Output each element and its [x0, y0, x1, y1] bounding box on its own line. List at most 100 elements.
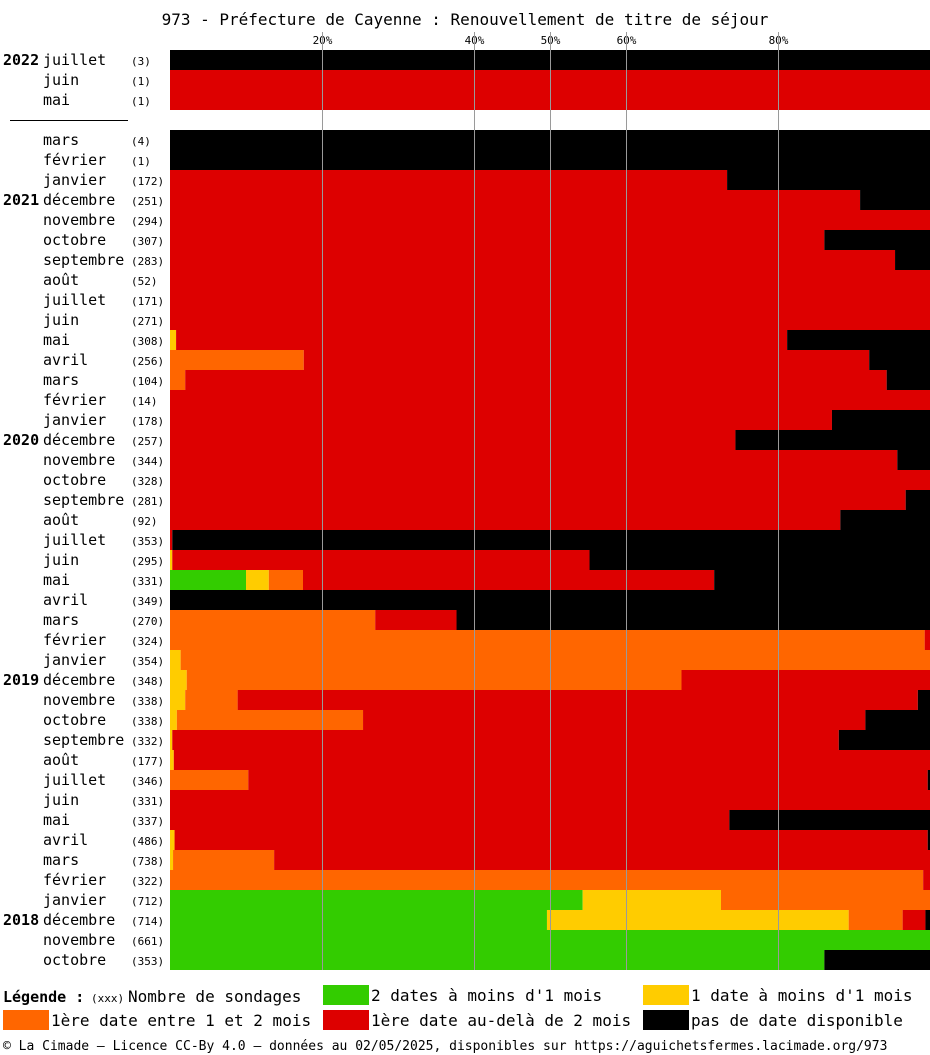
month-label: mai	[43, 331, 70, 349]
year-label: 2019	[3, 671, 39, 689]
bar-segment-green	[170, 890, 583, 910]
bar-segment-orange	[185, 690, 238, 710]
count-label: (714)	[131, 915, 164, 928]
legend-swatch-red	[323, 1010, 369, 1030]
month-label: décembre	[43, 431, 115, 449]
bar-segment-red	[681, 670, 930, 690]
bar-segment-red	[924, 630, 930, 650]
month-label: mars	[43, 611, 79, 629]
bar-segment-black	[927, 830, 930, 850]
bar-segment-red	[170, 490, 906, 510]
count-label: (1)	[131, 95, 151, 108]
year-label: 2022	[3, 51, 39, 69]
bar-segment-red	[170, 170, 728, 190]
month-label: janvier	[43, 651, 106, 669]
count-label: (337)	[131, 815, 164, 828]
count-label: (257)	[131, 435, 164, 448]
month-label: mai	[43, 571, 70, 589]
count-label: (332)	[131, 735, 164, 748]
count-label: (738)	[131, 855, 164, 868]
bar-segment-black	[927, 770, 930, 790]
bar-segment-red	[248, 770, 928, 790]
bar-segment-red	[170, 190, 861, 210]
bar-segment-yellow	[170, 670, 187, 690]
year-label: 2021	[3, 191, 39, 209]
bar-segment-orange	[170, 350, 304, 370]
count-label: (344)	[131, 455, 164, 468]
bar-segment-orange	[170, 770, 249, 790]
month-label: août	[43, 271, 79, 289]
bar-segment-orange	[173, 850, 275, 870]
bar-segment-red	[237, 690, 918, 710]
month-label: novembre	[43, 451, 115, 469]
count-label: (349)	[131, 595, 164, 608]
bar-segment-black	[831, 410, 930, 430]
bar-segment-black	[787, 330, 930, 350]
bar-segment-black	[824, 230, 930, 250]
bar-segment-red	[173, 750, 930, 770]
bar-segment-orange	[170, 870, 924, 890]
bar-segment-black	[886, 370, 930, 390]
bar-segment-black	[860, 190, 930, 210]
bar-segment-black	[727, 170, 930, 190]
count-label: (308)	[131, 335, 164, 348]
count-label: (295)	[131, 555, 164, 568]
count-label: (4)	[131, 135, 151, 148]
legend-swatch-green	[323, 985, 369, 1005]
count-label: (353)	[131, 955, 164, 968]
count-label: (346)	[131, 775, 164, 788]
count-label: (281)	[131, 495, 164, 508]
count-label: (353)	[131, 535, 164, 548]
chart-title: 973 - Préfecture de Cayenne : Renouvelle…	[162, 10, 769, 29]
count-label: (1)	[131, 75, 151, 88]
month-label: décembre	[43, 911, 115, 929]
month-label: mai	[43, 811, 70, 829]
bar-segment-yellow	[170, 730, 173, 750]
legend-swatch-orange	[3, 1010, 49, 1030]
month-label: août	[43, 751, 79, 769]
month-label: mai	[43, 91, 70, 109]
footer-credits: © La Cimade — Licence CC-By 4.0 — donnée…	[3, 1039, 887, 1054]
month-label: décembre	[43, 671, 115, 689]
count-label: (14)	[131, 395, 158, 408]
bar-segment-green	[170, 570, 246, 590]
count-label: (486)	[131, 835, 164, 848]
count-label: (283)	[131, 255, 164, 268]
count-label: (270)	[131, 615, 164, 628]
count-label: (3)	[131, 55, 151, 68]
month-label: octobre	[43, 951, 106, 969]
month-label: février	[43, 391, 106, 409]
bar-segment-red	[303, 350, 870, 370]
bar-segment-black	[735, 430, 930, 450]
month-label: décembre	[43, 191, 115, 209]
month-label: mars	[43, 371, 79, 389]
count-label: (307)	[131, 235, 164, 248]
count-label: (338)	[131, 715, 164, 728]
month-label: octobre	[43, 471, 106, 489]
legend: Légende : (xxx) Nombre de sondages 2 dat…	[3, 985, 913, 1030]
year-label: 2018	[3, 911, 39, 929]
legend-count-code: (xxx)	[91, 992, 124, 1005]
month-label: janvier	[43, 171, 106, 189]
count-label: (256)	[131, 355, 164, 368]
count-label: (338)	[131, 695, 164, 708]
legend-swatch-black	[643, 1010, 689, 1030]
month-label: novembre	[43, 691, 115, 709]
month-label: juillet	[43, 291, 106, 309]
bar-segment-red	[170, 230, 825, 250]
count-label: (178)	[131, 415, 164, 428]
count-label: (348)	[131, 675, 164, 688]
bar-segment-black	[172, 530, 930, 550]
bar-segment-black	[897, 450, 930, 470]
legend-swatch-yellow	[643, 985, 689, 1005]
month-label: mars	[43, 131, 79, 149]
count-label: (324)	[131, 635, 164, 648]
count-label: (331)	[131, 575, 164, 588]
bar-segment-red	[176, 330, 788, 350]
bar-segment-green	[170, 910, 547, 930]
count-label: (331)	[131, 795, 164, 808]
bar-segment-orange	[186, 670, 682, 690]
month-label: octobre	[43, 231, 106, 249]
row-labels: 2022 juillet (3)juin (1)mai (1)mars (4)févrie…	[3, 51, 164, 969]
